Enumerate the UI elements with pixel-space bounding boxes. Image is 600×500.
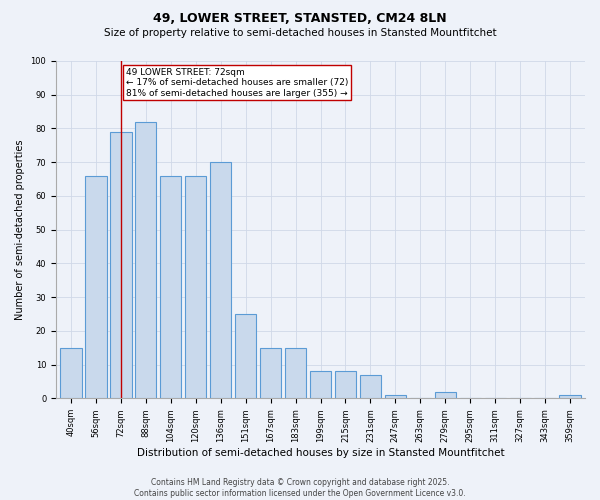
Bar [160,176,181,398]
Bar [385,395,406,398]
Text: Contains HM Land Registry data © Crown copyright and database right 2025.
Contai: Contains HM Land Registry data © Crown c… [134,478,466,498]
Bar [559,395,581,398]
Text: Size of property relative to semi-detached houses in Stansted Mountfitchet: Size of property relative to semi-detach… [104,28,496,38]
Text: 49 LOWER STREET: 72sqm
← 17% of semi-detached houses are smaller (72)
81% of sem: 49 LOWER STREET: 72sqm ← 17% of semi-det… [126,68,348,98]
Y-axis label: Number of semi-detached properties: Number of semi-detached properties [15,140,25,320]
Bar [360,374,381,398]
Bar [310,372,331,398]
Bar [235,314,256,398]
Bar [185,176,206,398]
Bar [110,132,131,398]
Bar [210,162,232,398]
Bar [260,348,281,399]
Bar [85,176,107,398]
X-axis label: Distribution of semi-detached houses by size in Stansted Mountfitchet: Distribution of semi-detached houses by … [137,448,505,458]
Bar [434,392,456,398]
Bar [135,122,157,398]
Bar [285,348,306,399]
Bar [61,348,82,399]
Text: 49, LOWER STREET, STANSTED, CM24 8LN: 49, LOWER STREET, STANSTED, CM24 8LN [153,12,447,26]
Bar [335,372,356,398]
